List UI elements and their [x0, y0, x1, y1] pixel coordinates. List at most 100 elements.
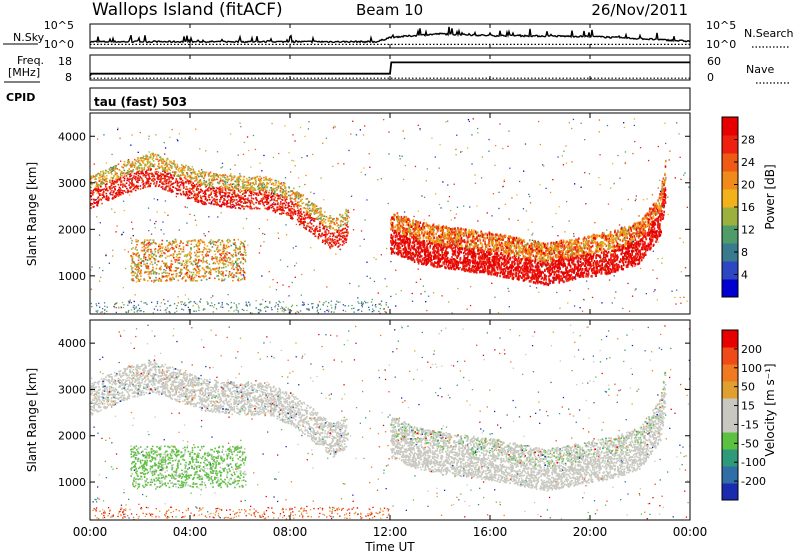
scatter-cell — [143, 245, 145, 248]
scatter-cell — [132, 162, 134, 165]
scatter-cell — [279, 213, 281, 215]
scatter-cell — [137, 279, 140, 281]
scatter-cell — [193, 185, 196, 188]
scatter-cell — [208, 263, 211, 265]
scatter-cell — [245, 198, 247, 200]
scatter-cell — [445, 225, 447, 228]
scatter-cell — [490, 248, 492, 251]
scatter-cell — [255, 197, 257, 199]
scatter-cell — [566, 278, 568, 281]
scatter-cell — [157, 160, 160, 163]
scatter-cell — [212, 179, 215, 182]
scatter-cell — [523, 245, 525, 248]
scatter-cell — [203, 276, 205, 279]
scatter-cell — [663, 202, 665, 205]
scatter-cell — [149, 184, 151, 187]
scatter-cell — [149, 173, 151, 175]
scatter-cell — [209, 198, 211, 201]
scatter-cell — [563, 240, 566, 243]
scatter-cell — [186, 254, 189, 257]
scatter-cell — [185, 191, 188, 193]
scatter-cell — [196, 198, 199, 201]
scatter-cell — [556, 245, 559, 248]
scatter-cell — [324, 239, 326, 242]
scatter-cell — [161, 276, 164, 279]
scatter-cell — [137, 239, 139, 242]
scatter-cell — [220, 197, 222, 199]
scatter-cell — [464, 250, 466, 253]
scatter-cell — [217, 203, 219, 206]
scatter-cell — [258, 186, 260, 189]
scatter-cell — [469, 261, 471, 264]
scatter-cell — [222, 201, 224, 203]
scatter-cell — [183, 264, 186, 267]
scatter-cell — [149, 177, 151, 180]
scatter-cell — [298, 193, 300, 195]
scatter-cell — [108, 172, 110, 174]
scatter-cell — [276, 210, 278, 212]
scatter-cell — [327, 242, 329, 244]
scatter-cell — [300, 218, 303, 221]
scatter-cell — [283, 183, 285, 186]
scatter-cell — [234, 254, 237, 257]
scatter-cell — [476, 246, 479, 249]
scatter-cell — [166, 245, 169, 247]
scatter-cell — [547, 270, 549, 273]
scatter-cell — [164, 246, 167, 249]
scatter-cell — [505, 274, 508, 278]
scatter-cell — [433, 240, 436, 243]
scatter-cell — [199, 180, 202, 182]
scatter-cell — [190, 191, 192, 194]
scatter-cell — [273, 207, 275, 210]
scatter-cell — [304, 217, 307, 219]
scatter-cell — [444, 226, 446, 230]
scatter-cell — [343, 240, 345, 242]
scatter-cell — [505, 258, 507, 262]
scatter-cell — [201, 253, 204, 256]
scatter-cell — [202, 201, 205, 204]
noise-series-group — [89, 26, 691, 45]
scatter-cell — [200, 181, 203, 184]
scatter-cell — [215, 191, 217, 194]
scatter-cell — [123, 175, 126, 178]
scatter-cell — [142, 243, 144, 245]
scatter-cell — [216, 246, 219, 249]
scatter-cell — [109, 180, 111, 183]
scatter-cell — [259, 192, 262, 195]
scatter-cell — [325, 215, 328, 218]
noise-left-tick-bottom: 10^0 — [44, 38, 74, 51]
scatter-cell — [136, 167, 138, 169]
scatter-cell — [197, 260, 200, 263]
scatter-cell — [176, 243, 178, 246]
scatter-cell — [108, 168, 111, 170]
scatter-cell — [246, 189, 249, 192]
scatter-cell — [113, 190, 115, 193]
scatter-cell — [170, 263, 172, 265]
scatter-cell — [266, 203, 268, 205]
scatter-cell — [225, 185, 228, 188]
scatter-cell — [237, 277, 240, 280]
scatter-cell — [167, 167, 170, 170]
scatter-cell — [190, 279, 192, 282]
scatter-cell — [250, 188, 253, 190]
scatter-cell — [292, 191, 295, 194]
scatter-cell — [155, 182, 158, 185]
scatter-cell — [242, 183, 244, 185]
scatter-cell — [188, 190, 190, 192]
scatter-cell — [122, 184, 124, 186]
scatter-cell — [142, 180, 144, 182]
scatter-cell — [150, 261, 153, 263]
scatter-cell — [199, 265, 201, 267]
scatter-cell — [278, 194, 280, 197]
scatter-cell — [493, 261, 496, 264]
scatter-cell — [604, 249, 606, 252]
scatter-cell — [175, 259, 178, 261]
scatter-cell — [212, 189, 215, 192]
scatter-cell — [123, 179, 126, 182]
scatter-cell — [297, 201, 299, 204]
scatter-cell — [308, 215, 310, 217]
scatter-cell — [157, 185, 160, 188]
scatter-cell — [419, 237, 422, 240]
scatter-cell — [185, 244, 188, 246]
scatter-cell — [113, 195, 116, 197]
